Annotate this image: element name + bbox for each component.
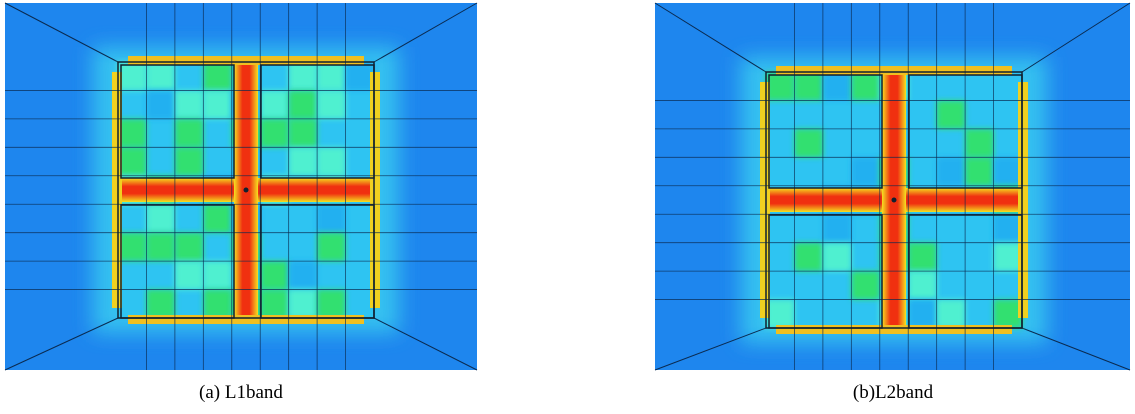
field-cell [965, 129, 993, 157]
field-cell [317, 204, 345, 232]
field-cell [908, 300, 936, 328]
field-cell [851, 72, 879, 100]
edge-strip [128, 56, 364, 65]
field-cell [994, 300, 1022, 328]
field-cell [203, 90, 231, 118]
field-cell [823, 214, 851, 242]
field-cell [994, 157, 1022, 185]
field-cell [175, 147, 203, 175]
edge-strip [128, 315, 364, 324]
field-cell [289, 147, 317, 175]
field-cell [146, 233, 174, 261]
field-cell [260, 119, 288, 147]
panel-image [5, 3, 477, 370]
figure: (a) L1band (b)L2band [0, 0, 1135, 414]
field-cell [146, 290, 174, 318]
field-cell [289, 90, 317, 118]
field-cell [794, 72, 822, 100]
field-cell [175, 119, 203, 147]
field-cell [118, 147, 146, 175]
field-cell [937, 300, 965, 328]
field-cell [118, 119, 146, 147]
field-cell [346, 62, 374, 90]
field-cell [175, 233, 203, 261]
edge-strip [1018, 82, 1028, 318]
field-cell [317, 147, 345, 175]
field-cell [203, 261, 231, 289]
field-cell [994, 243, 1022, 271]
field-cell [794, 243, 822, 271]
field-cell [766, 72, 794, 100]
field-cell [851, 157, 879, 185]
edge-strip [776, 66, 1012, 75]
feed-point [244, 188, 249, 193]
field-cell [289, 62, 317, 90]
panel-caption: (a) L1band [199, 382, 283, 403]
field-cell [994, 214, 1022, 242]
field-cell [289, 119, 317, 147]
field-cell [260, 90, 288, 118]
field-cell [317, 62, 345, 90]
field-cell [317, 90, 345, 118]
field-cell [289, 290, 317, 318]
field-cell [937, 100, 965, 128]
edge-strip [776, 325, 1012, 334]
edge-strip [370, 72, 380, 308]
field-cell [203, 204, 231, 232]
field-cell [794, 129, 822, 157]
field-cell [175, 261, 203, 289]
field-cell [317, 290, 345, 318]
panel-image [655, 3, 1130, 370]
field-cell [118, 62, 146, 90]
field-cell [260, 261, 288, 289]
field-cell [908, 271, 936, 299]
field-cell [317, 233, 345, 261]
field-cell [289, 261, 317, 289]
field-cell [203, 62, 231, 90]
field-cell [965, 157, 993, 185]
field-cell [203, 290, 231, 318]
field-cell [937, 157, 965, 185]
field-cell [146, 62, 174, 90]
field-cell [766, 300, 794, 328]
field-cell [146, 90, 174, 118]
field-cell [260, 290, 288, 318]
field-cell [851, 271, 879, 299]
field-cell [146, 204, 174, 232]
feed-point [892, 198, 897, 203]
panel-caption: (b)L2band [853, 382, 934, 403]
field-cell [823, 243, 851, 271]
field-cell [823, 72, 851, 100]
field-cell [118, 233, 146, 261]
field-cell [175, 90, 203, 118]
field-cell [908, 243, 936, 271]
